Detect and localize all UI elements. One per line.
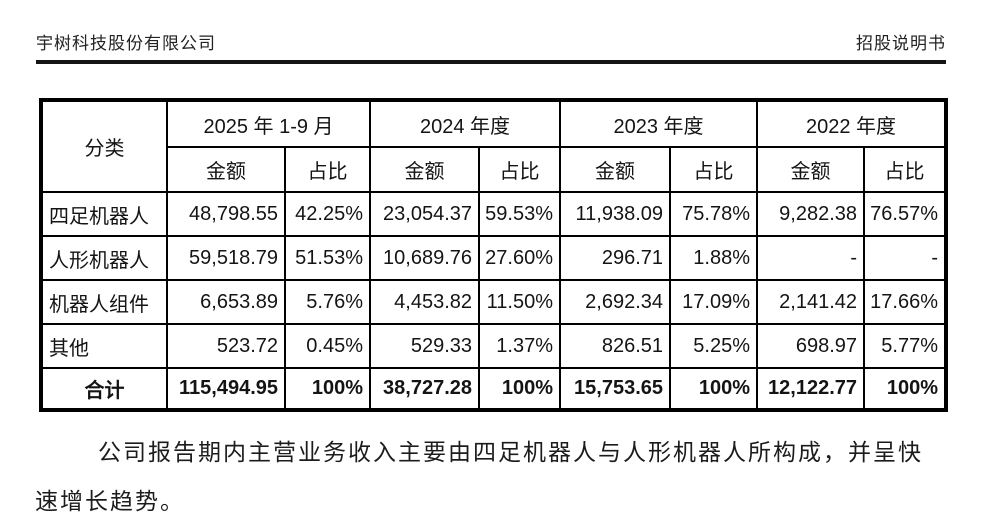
table-header-year-row: 分类 2025 年 1-9 月 2024 年度 2023 年度 2022 年度 <box>40 99 948 193</box>
column-header-period-2022: 2022 年度 <box>756 99 948 148</box>
table-cell: 0.45% <box>283 323 372 369</box>
company-name: 宇树科技股份有限公司 <box>36 34 216 53</box>
subheader-ratio: 占比 <box>863 146 948 193</box>
page-header: 宇树科技股份有限公司 招股说明书 <box>36 26 946 64</box>
table-cell: 11,938.09 <box>559 191 672 237</box>
column-header-period-2024: 2024 年度 <box>369 99 562 148</box>
table-cell: 4,453.82 <box>369 279 481 325</box>
revenue-table: 分类 2025 年 1-9 月 2024 年度 2023 年度 2022 年度 … <box>39 98 949 412</box>
subheader-amount: 金额 <box>756 146 866 193</box>
subheader-ratio: 占比 <box>478 146 562 193</box>
table-cell: 10,689.76 <box>369 235 481 281</box>
table-cell: 2,141.42 <box>756 279 866 325</box>
table-cell: 17.66% <box>863 279 948 325</box>
table-row-quadruped: 四足机器人 48,798.55 42.25% 23,054.37 59.53% … <box>40 191 948 237</box>
table-cell: 23,054.37 <box>369 191 481 237</box>
table-cell: 529.33 <box>369 323 481 369</box>
table-cell: 100% <box>669 367 759 411</box>
paragraph-line: 公司报告期内主营业务收入主要由四足机器人与人形机器人所构成，并呈快 <box>98 440 923 465</box>
subheader-amount: 金额 <box>369 146 481 193</box>
table-cell: 6,653.89 <box>166 279 286 325</box>
table-cell: 38,727.28 <box>369 367 481 411</box>
row-category: 机器人组件 <box>40 279 168 325</box>
table-cell: 17.09% <box>669 279 759 325</box>
table-cell: 523.72 <box>166 323 286 369</box>
table-cell: - <box>863 235 948 281</box>
column-header-category: 分类 <box>40 99 168 193</box>
row-category-total: 合计 <box>40 367 168 411</box>
table-cell: 59,518.79 <box>166 235 286 281</box>
table-cell: 5.77% <box>863 323 948 369</box>
table-cell: - <box>756 235 866 281</box>
subheader-ratio: 占比 <box>669 146 759 193</box>
table-cell: 296.71 <box>559 235 672 281</box>
table-cell: 100% <box>863 367 948 411</box>
subheader-amount: 金额 <box>166 146 286 193</box>
table-cell: 12,122.77 <box>756 367 866 411</box>
table-cell: 15,753.65 <box>559 367 672 411</box>
subheader-amount: 金额 <box>559 146 672 193</box>
row-category: 人形机器人 <box>40 235 168 281</box>
table-row-humanoid: 人形机器人 59,518.79 51.53% 10,689.76 27.60% … <box>40 235 948 281</box>
body-paragraph: 公司报告期内主营业务收入主要由四足机器人与人形机器人所构成，并呈快 速增长趋势。 <box>35 428 956 526</box>
table-cell: 1.88% <box>669 235 759 281</box>
table-cell: 48,798.55 <box>166 191 286 237</box>
table-cell: 1.37% <box>478 323 562 369</box>
table-cell: 115,494.95 <box>166 367 286 411</box>
table-row-total: 合计 115,494.95 100% 38,727.28 100% 15,753… <box>40 367 948 411</box>
table-cell: 11.50% <box>478 279 562 325</box>
table-cell: 5.76% <box>283 279 372 325</box>
table-cell: 2,692.34 <box>559 279 672 325</box>
table-cell: 59.53% <box>478 191 562 237</box>
table-cell: 51.53% <box>283 235 372 281</box>
paragraph-line: 速增长趋势。 <box>35 489 185 514</box>
table-cell: 826.51 <box>559 323 672 369</box>
table-cell: 100% <box>478 367 562 411</box>
row-category: 四足机器人 <box>40 191 168 237</box>
table-cell: 698.97 <box>756 323 866 369</box>
column-header-period-2025: 2025 年 1-9 月 <box>165 99 372 148</box>
table-row-other: 其他 523.72 0.45% 529.33 1.37% 826.51 5.25… <box>40 323 948 369</box>
table-cell: 76.57% <box>863 191 948 237</box>
table-cell: 75.78% <box>669 191 759 237</box>
table-cell: 42.25% <box>283 191 372 237</box>
table-row-components: 机器人组件 6,653.89 5.76% 4,453.82 11.50% 2,6… <box>40 279 948 325</box>
table-cell: 100% <box>283 367 372 411</box>
table-cell: 9,282.38 <box>756 191 866 237</box>
table-cell: 5.25% <box>669 323 759 369</box>
table-header-sub-row: 金额 占比 金额 占比 金额 占比 金额 占比 <box>41 146 948 193</box>
column-header-period-2023: 2023 年度 <box>559 99 759 148</box>
table-cell: 27.60% <box>478 235 562 281</box>
doc-title: 招股说明书 <box>856 34 946 53</box>
row-category: 其他 <box>40 323 168 369</box>
subheader-ratio: 占比 <box>283 146 372 193</box>
